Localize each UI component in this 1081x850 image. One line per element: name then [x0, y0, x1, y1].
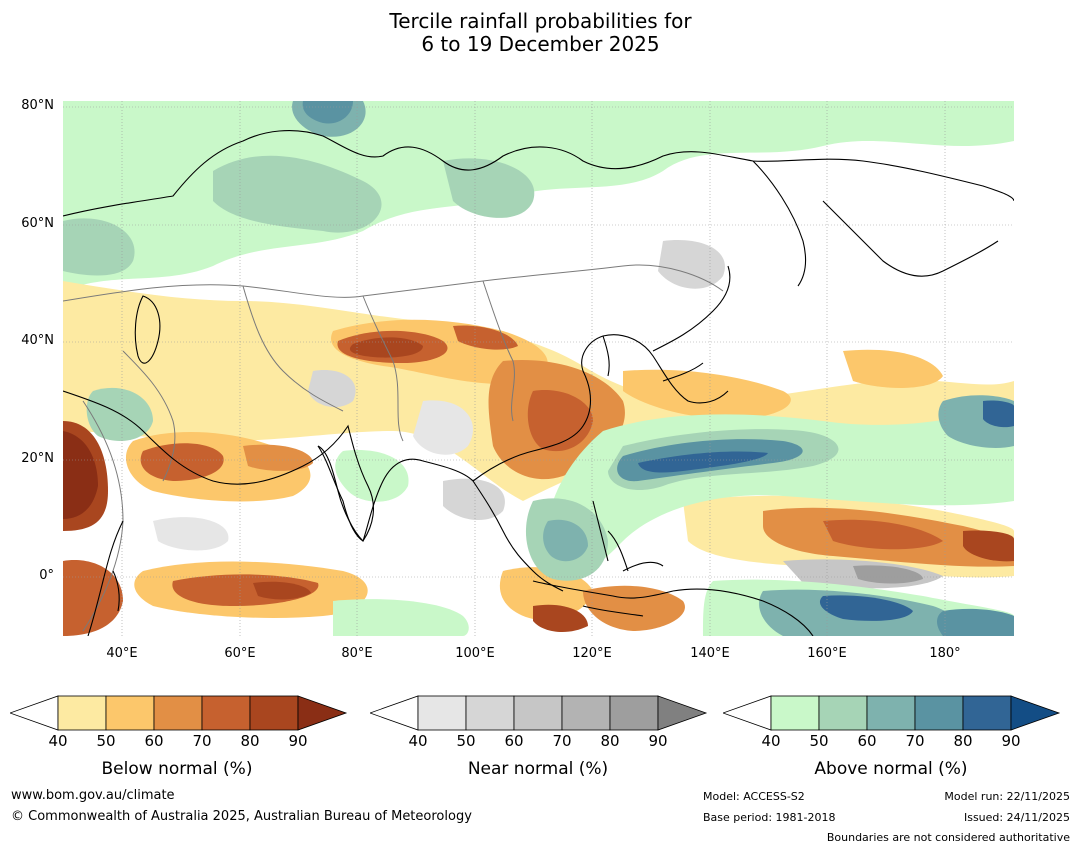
lon-label-140e: 140°E: [680, 646, 740, 661]
below-bin-80: [250, 696, 298, 730]
below-normal-region: [843, 350, 943, 388]
below-normal-colorbar: [10, 695, 348, 731]
near-normal-colorbar: [370, 695, 708, 731]
above-bin-70: [915, 696, 963, 730]
near-tick-60: 60: [499, 732, 529, 750]
near-bin-80: [610, 696, 658, 730]
above-bin-50: [819, 696, 867, 730]
chart-title-line2: 6 to 19 December 2025: [0, 33, 1081, 55]
above-normal-region: [333, 599, 469, 636]
above-tick-40: 40: [756, 732, 786, 750]
below-tick-70: 70: [187, 732, 217, 750]
above-normal-region: [335, 450, 408, 502]
lat-label-80n: 80°N: [0, 98, 54, 113]
rainfall-probability-map: [63, 101, 1014, 636]
below-normal-region: [243, 445, 313, 471]
chart-title-line1: Tercile rainfall probabilities for: [0, 10, 1081, 32]
model-run-text: Model run: 22/11/2025: [944, 790, 1070, 803]
issued-text: Issued: 24/11/2025: [964, 811, 1070, 824]
near-bin-70: [562, 696, 610, 730]
lon-label-80e: 80°E: [327, 646, 387, 661]
below-normal-region: [583, 586, 685, 631]
near-tick-40: 40: [403, 732, 433, 750]
near-tick-80: 80: [595, 732, 625, 750]
lat-label-0: 0°: [0, 568, 54, 583]
below-tick-50: 50: [91, 732, 121, 750]
below-bin-60: [154, 696, 202, 730]
near-bin-90: [658, 696, 706, 730]
below-tick-90: 90: [283, 732, 313, 750]
above-normal-colorbar: [723, 695, 1061, 731]
lon-label-60e: 60°E: [210, 646, 270, 661]
lon-label-40e: 40°E: [92, 646, 152, 661]
above-bin-80: [963, 696, 1011, 730]
lat-label-60n: 60°N: [0, 216, 54, 231]
lon-label-180: 180°: [915, 646, 975, 661]
lon-label-160e: 160°E: [797, 646, 857, 661]
near-normal-region: [443, 479, 505, 520]
above-tick-80: 80: [948, 732, 978, 750]
above-tick-90: 90: [996, 732, 1026, 750]
below-tick-80: 80: [235, 732, 265, 750]
below-bin-50: [106, 696, 154, 730]
below-tick-60: 60: [139, 732, 169, 750]
near-bin-40: [418, 696, 466, 730]
near-bin-50: [466, 696, 514, 730]
above-normal-label: Above normal (%): [741, 759, 1041, 779]
near-tick-50: 50: [451, 732, 481, 750]
below-normal-region: [63, 560, 123, 636]
near-bin-60: [514, 696, 562, 730]
near-tick-70: 70: [547, 732, 577, 750]
copyright-text: © Commonwealth of Australia 2025, Austra…: [11, 809, 472, 824]
above-tick-70: 70: [900, 732, 930, 750]
near-normal-region: [153, 517, 228, 550]
below-bin-40: [58, 696, 106, 730]
below-normal-label: Below normal (%): [27, 759, 327, 779]
model-text: Model: ACCESS-S2: [703, 790, 805, 803]
near-normal-label: Near normal (%): [388, 759, 688, 779]
above-normal-region: [937, 609, 1014, 636]
above-tick-60: 60: [852, 732, 882, 750]
bom-url: www.bom.gov.au/climate: [11, 788, 175, 803]
below-bin-90: [298, 696, 346, 730]
lon-label-100e: 100°E: [445, 646, 505, 661]
above-bin-90: [1011, 696, 1059, 730]
below-tick-40: 40: [43, 732, 73, 750]
below-bin-70: [202, 696, 250, 730]
lon-label-120e: 120°E: [562, 646, 622, 661]
above-tick-50: 50: [804, 732, 834, 750]
above-bin-60: [867, 696, 915, 730]
base-period-text: Base period: 1981-2018: [703, 811, 835, 824]
lat-label-40n: 40°N: [0, 333, 54, 348]
above-bin-40: [771, 696, 819, 730]
lat-label-20n: 20°N: [0, 451, 54, 466]
boundaries-disclaimer: Boundaries are not considered authoritat…: [827, 831, 1070, 844]
near-tick-90: 90: [643, 732, 673, 750]
